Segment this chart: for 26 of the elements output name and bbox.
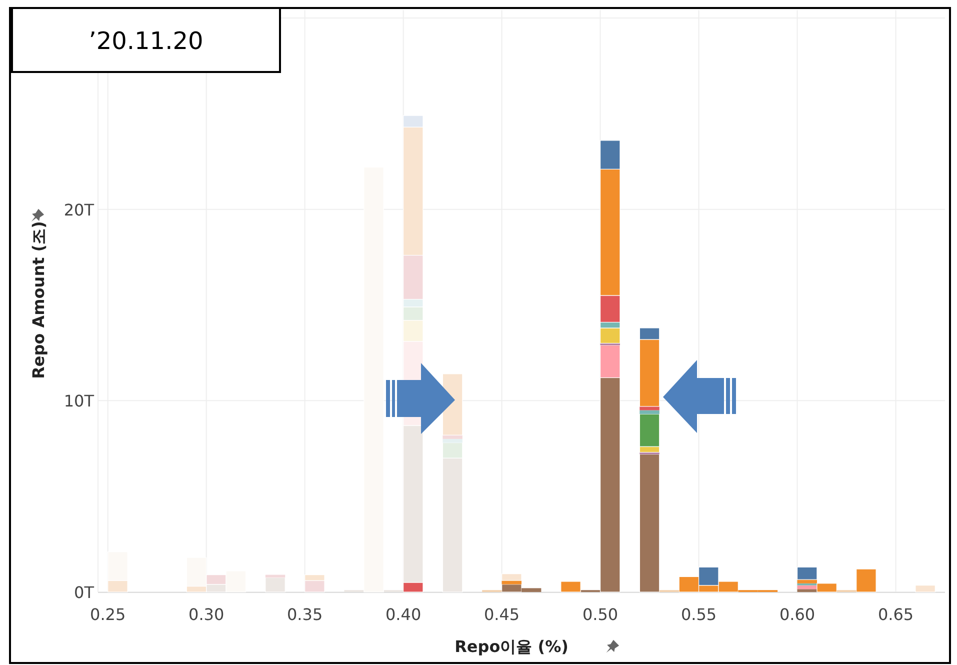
x-tick-label: 0.25 — [90, 605, 126, 624]
x-tick-label: 0.30 — [188, 605, 224, 624]
x-tick-label: 0.50 — [582, 605, 618, 624]
y-tick-label: 0T — [74, 583, 94, 602]
bar — [502, 580, 522, 584]
bar — [640, 406, 660, 410]
x-tick-label: 0.60 — [779, 605, 816, 624]
y-tick-label: 20T — [64, 200, 94, 220]
x-tick-label: 0.45 — [484, 605, 520, 624]
bar — [796, 566, 818, 580]
x-tick-label: 0.65 — [878, 605, 914, 624]
bar — [640, 410, 660, 414]
x-tick-label: 0.55 — [680, 605, 717, 624]
bar — [915, 585, 936, 592]
x-axis-title: Repo이율 (%) — [454, 637, 568, 656]
bar — [856, 568, 876, 592]
chart-title: ’20.11.20 — [88, 27, 204, 55]
bar — [502, 574, 522, 581]
y-tick-label: 10T — [64, 392, 94, 411]
bar — [364, 166, 384, 592]
bar — [797, 589, 817, 592]
bar — [442, 438, 462, 443]
y-axis-title: Repo Amount (조) — [29, 221, 48, 379]
x-tick-label: 0.40 — [386, 605, 422, 624]
x-tick-label: 0.35 — [287, 605, 323, 624]
bar — [560, 581, 581, 592]
